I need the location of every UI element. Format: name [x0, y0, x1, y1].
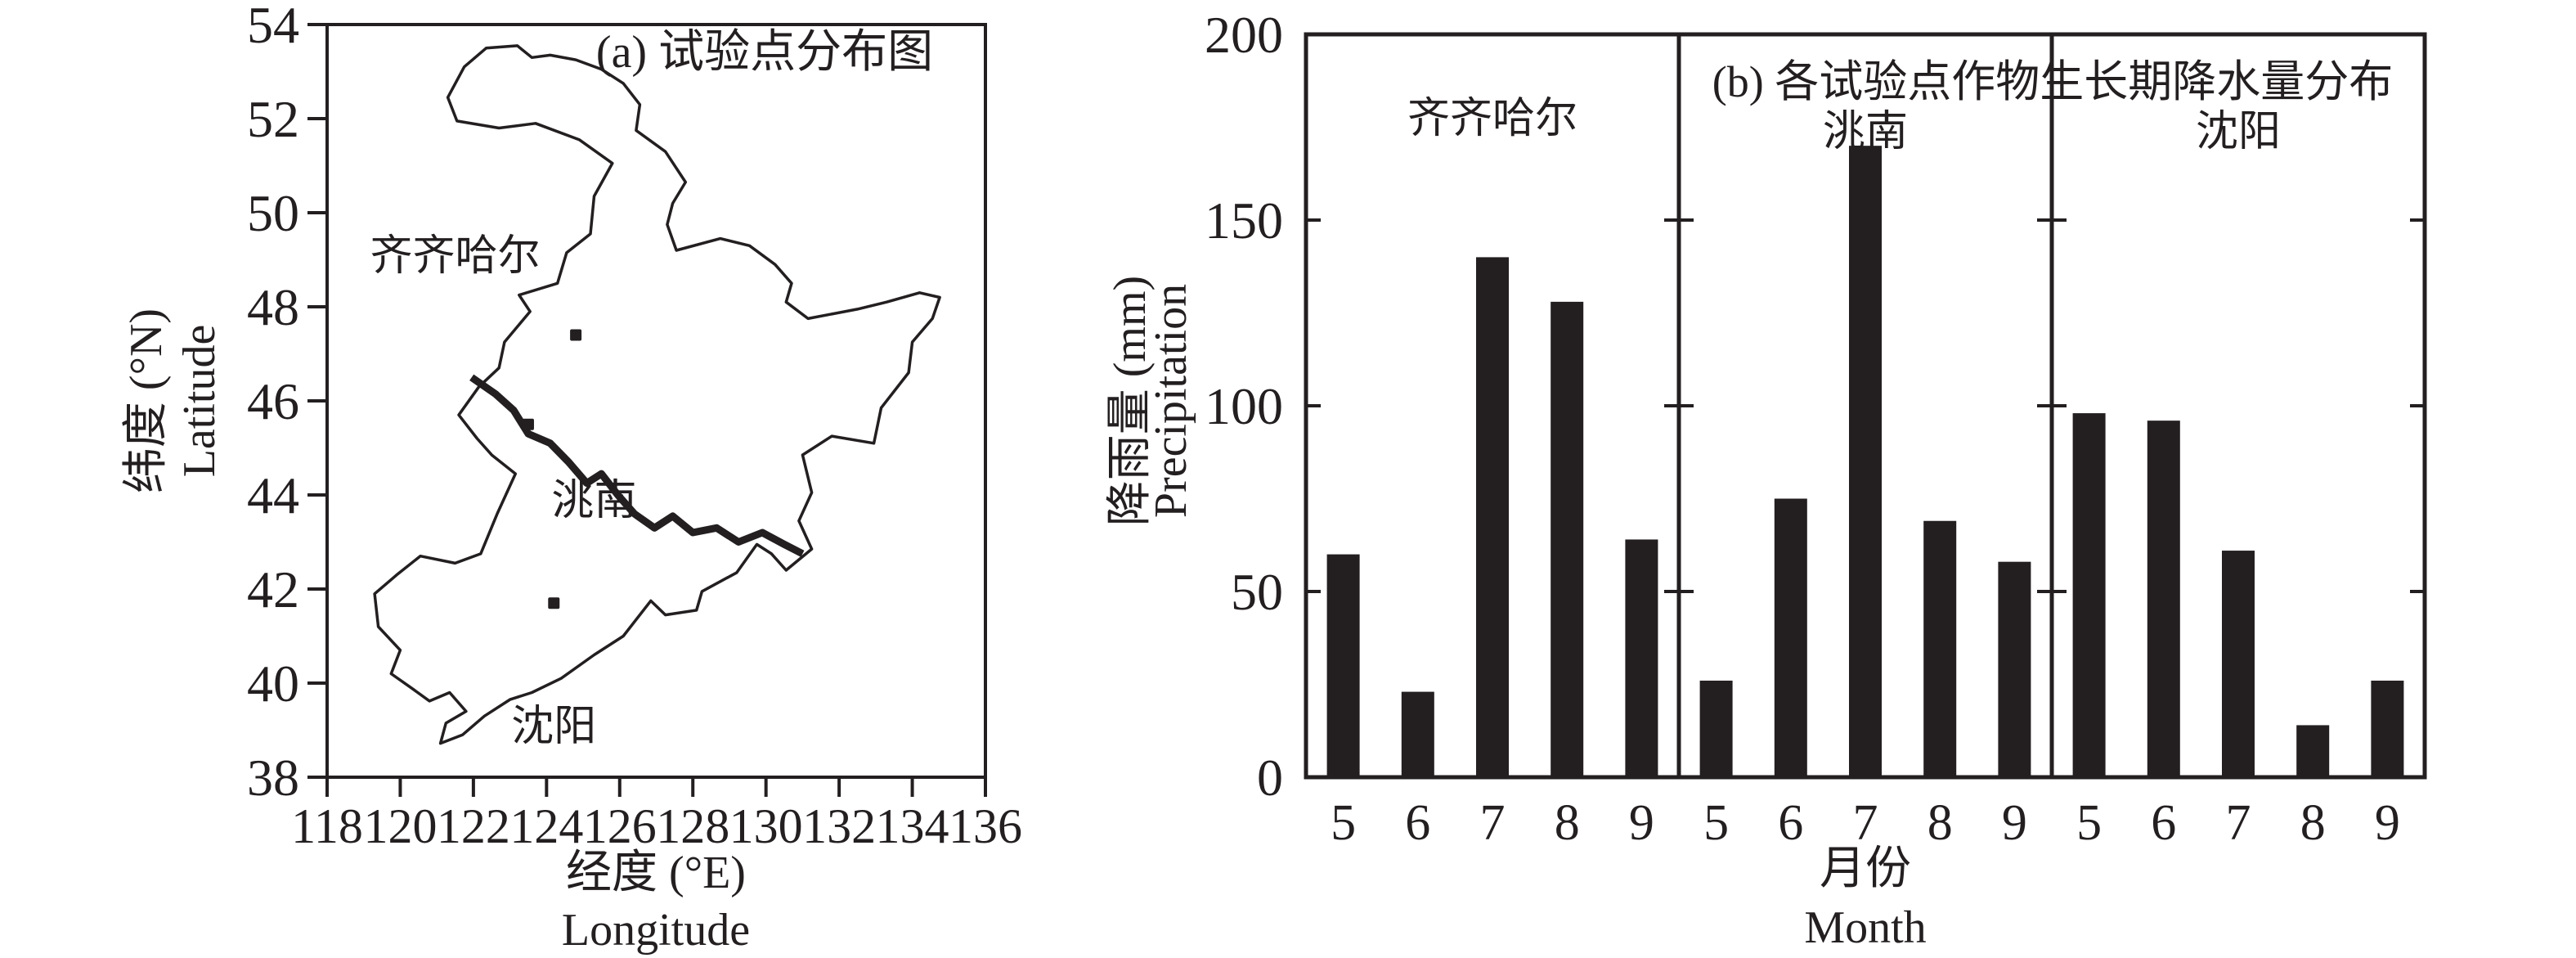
- bar-x-axis-label-zh: 月份: [1820, 843, 1911, 894]
- bar-month-label: 6: [1405, 795, 1430, 851]
- bar-齐齐哈尔-month-7: [1476, 257, 1509, 777]
- bar-齐齐哈尔-month-5: [1326, 554, 1360, 777]
- bar-series-label: 洮南: [1823, 109, 1908, 155]
- map-y-tick-label: 46: [247, 372, 299, 430]
- map-x-axis-label-en: Longitude: [562, 905, 750, 956]
- map-x-tick-label: 130: [729, 799, 803, 853]
- bar-month-label: 9: [2375, 795, 2400, 851]
- bar-洮南-month-6: [1774, 498, 1807, 777]
- bar-y-tick-label: 0: [1257, 749, 1283, 807]
- map-x-ticks: 118 120 122 124 126 128 130 132 134 136: [291, 777, 1022, 853]
- bar-month-label: 7: [1480, 795, 1506, 851]
- bar-y-tick-label: 200: [1205, 6, 1283, 64]
- map-outline: [373, 44, 941, 745]
- map-x-tick-label: 124: [509, 799, 583, 853]
- bar-month-label: 8: [2300, 795, 2326, 851]
- bar-month-label: 5: [1703, 795, 1729, 851]
- bar-洮南-month-7: [1849, 146, 1882, 777]
- bar-y-axis-label-zh: 降雨量 (mm): [1105, 276, 1156, 526]
- bar-齐齐哈尔-month-9: [1625, 539, 1658, 777]
- bar-洮南-month-8: [1923, 520, 1957, 777]
- bar-series-labels: 齐齐哈尔 洮南 沈阳: [1407, 96, 2281, 155]
- map-y-axis-label-en: Latitude: [174, 325, 225, 478]
- bar-洮南-month-5: [1699, 680, 1733, 777]
- bar-month-label: 9: [1629, 795, 1654, 851]
- map-y-tick-label: 50: [247, 184, 299, 242]
- map-x-axis-label-zh: 经度 (°E): [566, 848, 746, 898]
- map-y-tick-label: 48: [247, 278, 299, 336]
- map-y-tick-label: 52: [247, 90, 299, 148]
- map-x-tick-label: 134: [876, 799, 949, 853]
- bar-month-label: 6: [1778, 795, 1803, 851]
- bar-month-label: 7: [2226, 795, 2251, 851]
- map-title: (a) 试验点分布图: [596, 27, 933, 78]
- bar-series-label: 齐齐哈尔: [1407, 96, 1577, 142]
- bar-title: (b) 各试验点作物生长期降水量分布: [1712, 57, 2393, 106]
- bar-齐齐哈尔-month-8: [1551, 301, 1584, 777]
- bar-month-label: 9: [2002, 795, 2027, 851]
- bar-洮南-month-9: [1998, 561, 2031, 777]
- site-label: 洮南: [551, 478, 636, 524]
- bar-沈阳-month-5: [2072, 413, 2106, 777]
- map-y-tick-label: 44: [247, 466, 299, 524]
- map-inner-boundary: [469, 374, 805, 557]
- bar-month-label: 8: [1555, 795, 1580, 851]
- map-y-tick-label: 40: [247, 654, 299, 713]
- bar-沈阳-month-7: [2222, 551, 2255, 777]
- bar-month-label: 8: [1928, 795, 1953, 851]
- map-x-tick-label: 122: [437, 799, 510, 853]
- map-x-tick-label: 128: [656, 799, 729, 853]
- site-label: 沈阳: [511, 704, 596, 750]
- map-x-tick-label: 118: [291, 799, 363, 853]
- bar-series-label: 沈阳: [2196, 109, 2281, 155]
- bar-齐齐哈尔-month-6: [1401, 691, 1434, 777]
- map-x-tick-label: 120: [363, 799, 437, 853]
- bar-沈阳-month-9: [2371, 680, 2404, 777]
- bar-y-tick-label: 50: [1231, 563, 1283, 621]
- map-y-axis-label-zh: 纬度 (°N): [121, 308, 172, 493]
- bar-沈阳-month-8: [2296, 725, 2330, 777]
- map-y-tick-label: 38: [247, 749, 299, 807]
- site-dot-沈阳: [548, 597, 560, 609]
- bar-month-label: 5: [1331, 795, 1356, 851]
- bar-y-ticks: 0 50 100 150 200: [1205, 6, 2425, 807]
- bar-month-label: 6: [2151, 795, 2176, 851]
- bar-series-bars: [1326, 146, 2404, 777]
- bar-y-axis-label-en: Precipitation: [1146, 284, 1196, 518]
- map-y-tick-label: 54: [247, 0, 299, 54]
- bar-month-label: 5: [2076, 795, 2102, 851]
- site-dot-齐齐哈尔: [570, 329, 582, 341]
- map-panel: 54 52 50 48 46 44 42 40 38 118 120 122 124 126 128 130…: [121, 0, 1022, 956]
- bar-y-tick-label: 150: [1205, 191, 1283, 250]
- bar-y-tick-label: 100: [1205, 377, 1283, 435]
- site-dot-洮南: [522, 418, 534, 430]
- site-label: 齐齐哈尔: [370, 233, 541, 280]
- bar-month-label: 7: [1853, 795, 1878, 851]
- map-x-tick-label: 132: [802, 799, 876, 853]
- map-x-tick-label: 136: [949, 799, 1022, 853]
- map-x-tick-label: 126: [583, 799, 657, 853]
- map-y-ticks: 54 52 50 48 46 44 42 40 38: [247, 0, 327, 807]
- bar-沈阳-month-6: [2147, 421, 2180, 777]
- bar-x-axis-label-en: Month: [1804, 902, 1926, 953]
- map-y-tick-label: 42: [247, 560, 299, 618]
